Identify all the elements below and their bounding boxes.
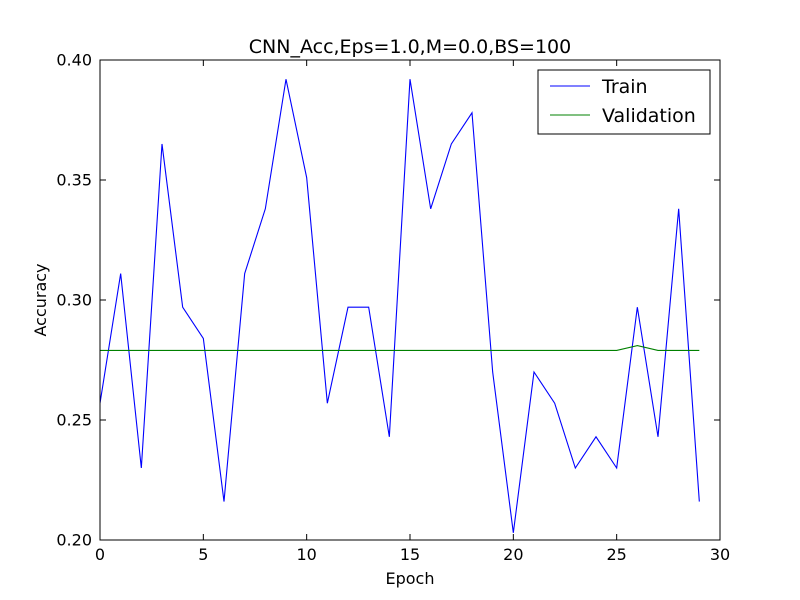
x-tick-label: 10 [296,545,316,564]
legend-box [537,69,711,135]
x-tick-label: 5 [198,545,208,564]
plot-area-frame [99,59,721,541]
ticks-layer: 0 5 10 15 20 25 30 0.20 0.25 0.30 0.35 0.40 [56,51,730,565]
y-tick-label: 0.20 [56,531,92,550]
series-line-validation [100,345,700,351]
x-tick-label: 15 [400,545,420,564]
y-tick-label: 0.25 [56,411,92,430]
y-tick-label: 0.40 [56,51,92,70]
x-tick-label: 20 [503,545,523,564]
x-tick-label: 25 [606,545,626,564]
x-tick-label: 0 [95,545,105,564]
legend-label-validation: Validation [602,105,696,127]
series-layer [99,79,700,533]
chart-title: CNN_Acc,Eps=1.0,M=0.0,BS=100 [249,36,571,58]
y-axis-label: Accuracy [31,263,50,336]
y-tick-label: 0.35 [56,171,92,190]
x-axis-label: Epoch [386,569,435,588]
legend-label-train: Train [601,76,648,98]
y-tick-label: 0.30 [56,291,92,310]
legend: Train Validation [537,69,711,135]
series-line-train [99,79,700,533]
x-tick-label: 30 [710,545,730,564]
